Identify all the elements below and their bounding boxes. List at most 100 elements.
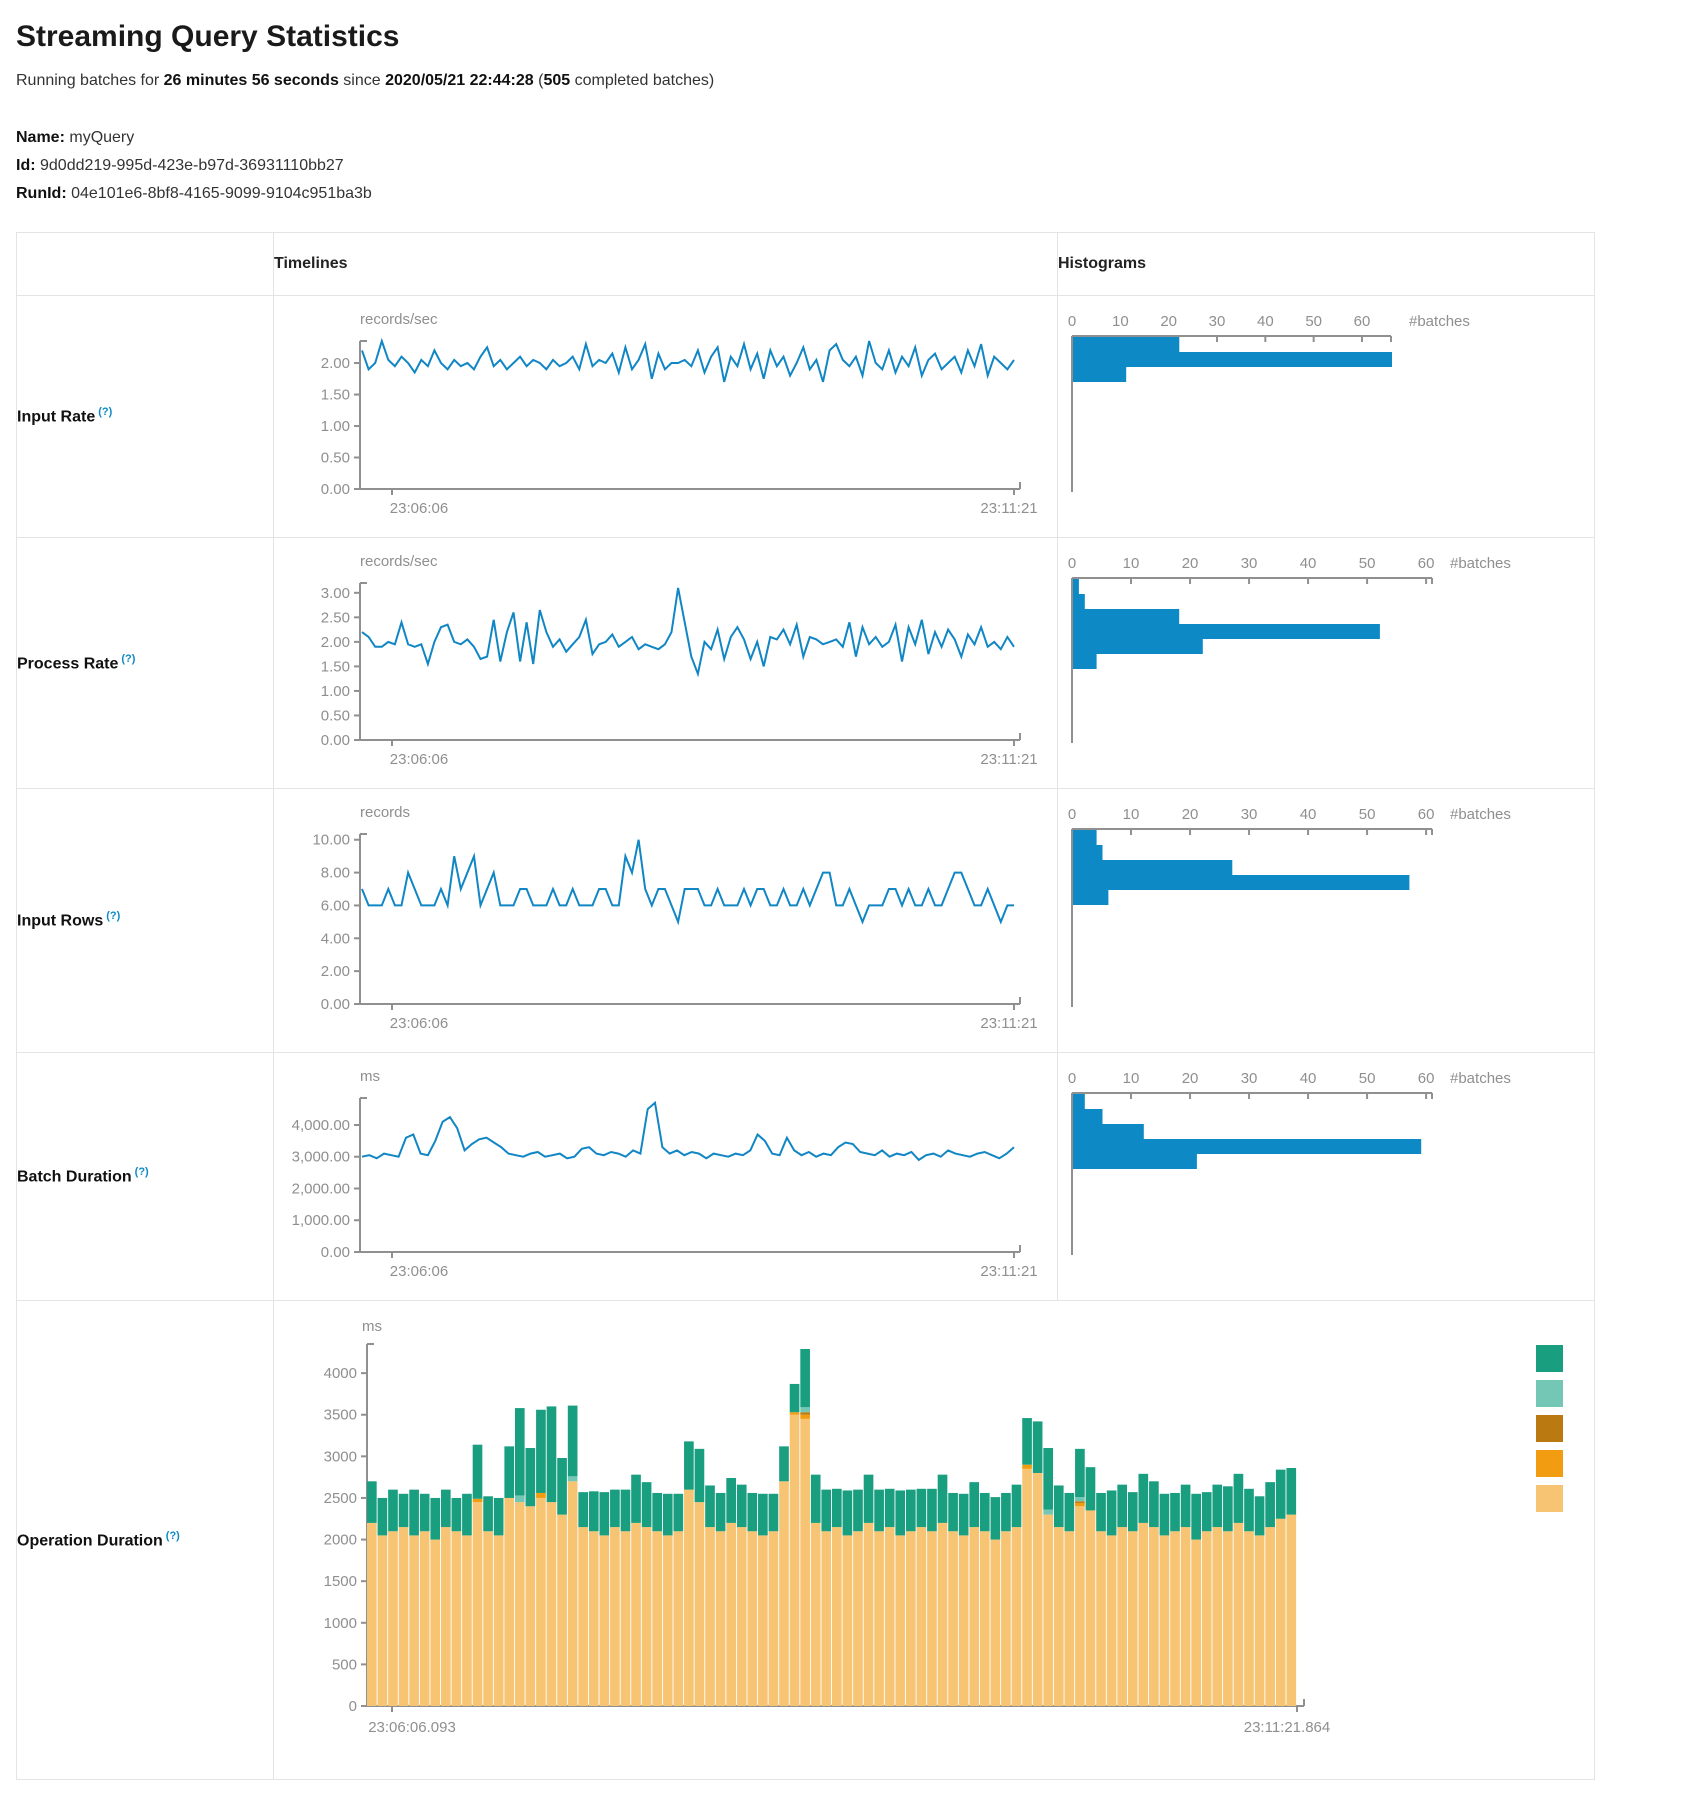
svg-text:2000: 2000 [324, 1532, 357, 1549]
process-rate-help-icon[interactable]: (?) [121, 652, 136, 665]
svg-text:4,000.00: 4,000.00 [292, 1117, 350, 1134]
svg-text:0: 0 [1068, 313, 1076, 330]
svg-text:30: 30 [1209, 313, 1226, 330]
stacked-bar-segment [514, 1495, 525, 1503]
timeline-series-line [361, 587, 1015, 678]
svg-text:20: 20 [1182, 555, 1199, 572]
stacked-bar-segment [567, 1405, 578, 1477]
svg-text:0.00: 0.00 [321, 732, 350, 749]
row-label-batch-duration: Batch Duration (?) [16, 1052, 274, 1301]
svg-text:2.50: 2.50 [321, 609, 350, 626]
stacked-bar-segment [948, 1492, 958, 1532]
row-label-operation-duration: Operation Duration (?) [16, 1300, 274, 1780]
stacked-bar-segment [1149, 1527, 1159, 1706]
stacked-bar-segment [1201, 1492, 1212, 1532]
legend-swatch [1536, 1415, 1563, 1442]
stacked-bar-segment [641, 1527, 652, 1706]
stacked-bar-segment [1022, 1464, 1032, 1469]
stacked-bar-segment [1265, 1527, 1275, 1706]
running-batches-summary: Running batches for 26 minutes 56 second… [16, 72, 715, 89]
stacked-bar-segment [694, 1502, 705, 1706]
stacked-bar-segment [684, 1441, 694, 1490]
stacked-bar-segment [747, 1531, 758, 1706]
stacked-bar-segment [546, 1502, 557, 1706]
svg-text:60: 60 [1418, 806, 1435, 823]
svg-text:2.00: 2.00 [321, 355, 350, 372]
stacked-bar-segment [842, 1535, 853, 1706]
histogram-bar [1073, 830, 1097, 845]
operation-duration-help-icon[interactable]: (?) [165, 1529, 180, 1542]
stacked-bar-segment [367, 1522, 377, 1706]
stacked-bar-segment [493, 1535, 504, 1706]
header-timelines: Timelines [273, 232, 1058, 296]
stacked-bar-segment [673, 1493, 684, 1532]
page-title: Streaming Query Statistics [16, 20, 400, 53]
stacked-bar-segment [747, 1492, 758, 1532]
stacked-bar-segment [472, 1444, 483, 1499]
query-name: myQuery [69, 129, 135, 146]
svg-text:1.50: 1.50 [321, 658, 350, 675]
stacked-bar-segment [863, 1522, 874, 1706]
stacked-bar-segment [779, 1446, 789, 1482]
stacked-bar-segment [462, 1493, 472, 1536]
stacked-bar-segment [1223, 1531, 1233, 1706]
input-rows-help-icon[interactable]: (?) [106, 910, 121, 923]
histogram-bar [1073, 609, 1180, 624]
stacked-bar-segment [895, 1490, 906, 1536]
stacked-bar-segment [567, 1481, 578, 1706]
stacked-bar-segment [853, 1531, 863, 1706]
histogram-bar [1073, 1124, 1144, 1139]
stacked-bar-segment [1170, 1492, 1180, 1532]
svg-text:1.00: 1.00 [321, 683, 350, 700]
stacked-bar-segment [610, 1489, 620, 1528]
table-row-input-rate: Input Rate (?) records/sec 0.00 0.50 1.00 1.5… [16, 295, 1595, 538]
stacked-bar-segment [958, 1493, 969, 1536]
stacked-bar-segment [557, 1458, 567, 1515]
stacked-bar-segment [1075, 1448, 1085, 1498]
stacked-bar-segment [1075, 1501, 1085, 1503]
histogram-bar [1073, 860, 1233, 875]
stacked-bar-segment [1096, 1531, 1106, 1706]
svg-text:50: 50 [1359, 555, 1376, 572]
svg-text:50: 50 [1359, 806, 1376, 823]
stacked-bar-segment [789, 1414, 800, 1706]
stacked-bar-segment [1254, 1496, 1265, 1536]
x-axis-end-label: 23:11:21 [980, 751, 1037, 768]
stacked-bar-segment [1127, 1531, 1138, 1706]
x-axis-end-label: 23:11:21.864 [1244, 1719, 1330, 1736]
legend-swatch [1536, 1485, 1563, 1512]
svg-text:0.50: 0.50 [321, 450, 350, 467]
stacked-bar-segment [567, 1476, 578, 1482]
input-rate-help-icon[interactable]: (?) [98, 406, 113, 419]
batch-duration-help-icon[interactable]: (?) [134, 1166, 149, 1179]
stacked-bar-segment [832, 1527, 842, 1706]
svg-text:50: 50 [1359, 1070, 1376, 1087]
query-runid-line: RunId: 04e101e6-8bf8-4165-9099-9104c951b… [16, 185, 372, 202]
stacked-bar-segment [1223, 1486, 1233, 1532]
stacked-bar-segment [472, 1502, 483, 1706]
stacked-bar-segment [1117, 1527, 1128, 1706]
svg-text:3500: 3500 [324, 1407, 357, 1424]
stacked-bar-segment [536, 1409, 546, 1493]
y-axis-unit-label: ms [360, 1068, 380, 1085]
svg-text:2500: 2500 [324, 1490, 357, 1507]
stacked-bar-segment [652, 1531, 663, 1706]
stacked-bar-segment [588, 1531, 599, 1706]
stacked-bar-segment [1127, 1492, 1138, 1532]
stacked-bar-segment [1001, 1531, 1011, 1706]
y-axis-unit-label: records/sec [360, 553, 438, 570]
stacked-bar-segment [1032, 1472, 1043, 1706]
stacked-bar-segment [884, 1488, 895, 1528]
svg-text:10: 10 [1123, 1070, 1140, 1087]
row-label-process-rate: Process Rate (?) [16, 537, 274, 789]
stacked-bar-segment [1117, 1484, 1128, 1528]
stacked-bar-segment [504, 1446, 515, 1498]
histogram-bar [1073, 624, 1380, 639]
stacked-bar-segment [1275, 1469, 1286, 1519]
x-axis-end-label: 23:11:21 [980, 1015, 1037, 1032]
query-id-line: Id: 9d0dd219-995d-423e-b97d-36931110bb27 [16, 157, 344, 174]
stacked-bar-segment [726, 1522, 736, 1706]
stacked-bar-segment [758, 1535, 768, 1706]
timeline-series-line [361, 839, 1014, 926]
stacked-bar-segment [916, 1527, 927, 1706]
